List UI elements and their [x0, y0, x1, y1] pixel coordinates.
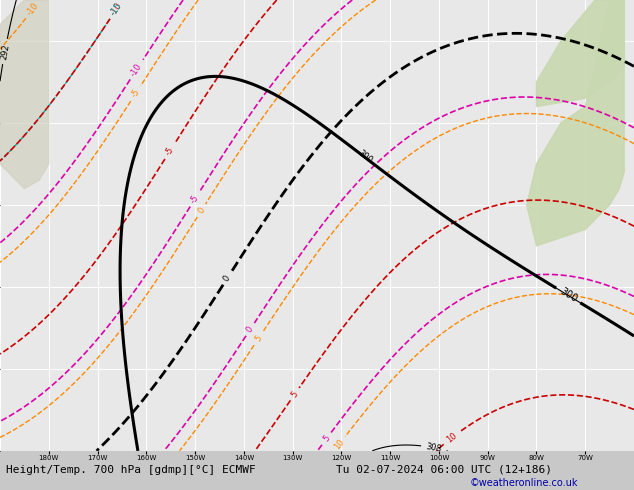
Text: Height/Temp. 700 hPa [gdmp][°C] ECMWF: Height/Temp. 700 hPa [gdmp][°C] ECMWF	[6, 465, 256, 474]
Text: 300: 300	[558, 286, 579, 304]
Text: 300: 300	[356, 149, 374, 166]
Text: 10: 10	[444, 431, 458, 445]
Text: -5: -5	[164, 146, 176, 157]
Text: ©weatheronline.co.uk: ©weatheronline.co.uk	[469, 478, 578, 488]
Text: 0: 0	[245, 325, 256, 334]
Text: 10: 10	[332, 438, 346, 452]
Text: -5: -5	[189, 193, 201, 205]
Text: 5: 5	[253, 334, 264, 343]
Text: -5: -5	[130, 88, 142, 99]
Polygon shape	[536, 0, 624, 106]
Text: 292: 292	[0, 43, 11, 60]
Text: -10: -10	[109, 1, 124, 17]
Text: 5: 5	[321, 434, 332, 443]
Text: Tu 02-07-2024 06:00 UTC (12+186): Tu 02-07-2024 06:00 UTC (12+186)	[336, 465, 552, 474]
Polygon shape	[527, 0, 624, 246]
Polygon shape	[0, 0, 49, 189]
Text: 0: 0	[197, 206, 207, 215]
Text: -10: -10	[25, 1, 41, 17]
Text: 5: 5	[290, 390, 300, 399]
Text: 308: 308	[425, 442, 443, 454]
Text: -10: -10	[129, 61, 144, 78]
Text: 0: 0	[222, 274, 233, 283]
Text: -15: -15	[109, 1, 124, 17]
